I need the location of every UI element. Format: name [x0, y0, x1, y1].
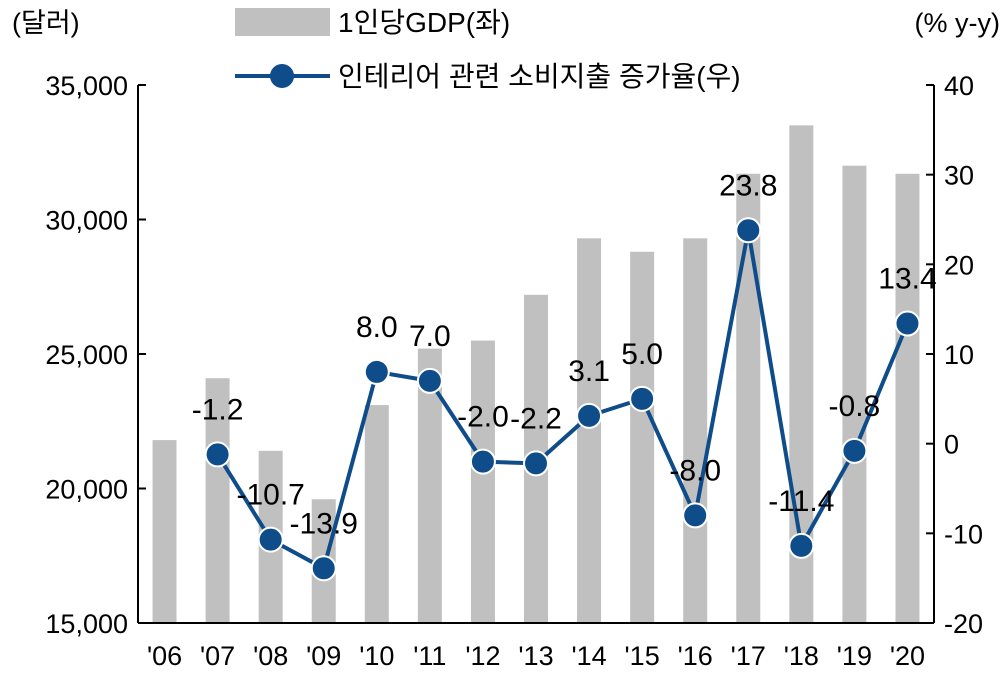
x-tick-label: '17 — [731, 641, 766, 671]
x-tick-label: '07 — [200, 641, 235, 671]
legend-line-label: 인테리어 관련 소비지출 증가율(우) — [338, 61, 741, 92]
point-3 — [310, 555, 337, 582]
data-label-1: -1.2 — [192, 393, 244, 426]
legend-bar-label: 1인당GDP(좌) — [338, 7, 510, 38]
data-label-9: 5.0 — [621, 338, 663, 371]
x-tick-label: '10 — [359, 641, 394, 671]
data-label-13: -0.8 — [829, 390, 881, 423]
bar-1 — [205, 378, 230, 623]
bar-11 — [736, 173, 761, 623]
right-tick-label: 10 — [944, 340, 974, 370]
point-1 — [204, 441, 231, 468]
left-axis-unit: (달러) — [12, 8, 80, 38]
data-label-7: -2.2 — [510, 402, 562, 435]
data-label-8: 3.1 — [568, 355, 610, 388]
right-tick-label: -20 — [944, 609, 983, 639]
x-tick-label: '13 — [518, 641, 553, 671]
x-tick-label: '19 — [837, 641, 872, 671]
right-tick-label: 40 — [944, 71, 974, 101]
right-tick-label: 30 — [944, 161, 974, 191]
right-tick-label: -10 — [944, 519, 983, 549]
right-tick-label: 20 — [944, 250, 974, 280]
x-tick-label: '20 — [890, 641, 925, 671]
data-label-2: -10.7 — [236, 479, 304, 512]
x-tick-label: '15 — [625, 641, 660, 671]
bar-14 — [895, 173, 920, 623]
left-tick-label: 20,000 — [45, 475, 128, 505]
data-label-12: -11.4 — [768, 485, 834, 518]
data-label-3: -13.9 — [290, 507, 358, 540]
bar-6 — [470, 340, 495, 623]
legend-line-marker — [270, 64, 294, 88]
axes: 15,000 20,000 25,000 30,000 35,000 -20 -10 0 10 2… — [12, 8, 1000, 671]
data-label-4: 8.0 — [356, 311, 398, 344]
bar-8 — [577, 238, 602, 623]
legend-bar-swatch — [235, 8, 330, 36]
x-tick-label: '09 — [306, 641, 341, 671]
bar-13 — [842, 165, 867, 623]
bar-0 — [152, 440, 177, 623]
data-label-10: -8.0 — [669, 454, 721, 487]
bar-10 — [683, 238, 708, 623]
point-7 — [523, 450, 549, 477]
point-4 — [363, 358, 390, 385]
right-tick-label: 0 — [944, 430, 959, 460]
line-series — [204, 217, 921, 582]
left-tick-label: 30,000 — [45, 206, 128, 236]
point-6 — [469, 448, 496, 475]
x-tick-label: '08 — [253, 641, 288, 671]
point-9 — [629, 385, 656, 412]
x-tick-label: '18 — [784, 641, 819, 671]
data-label-14: 13.4 — [878, 263, 936, 296]
point-10 — [682, 502, 709, 529]
point-11 — [735, 217, 762, 244]
data-label-5: 7.0 — [409, 320, 451, 353]
legend: 1인당GDP(좌) 인테리어 관련 소비지출 증가율(우) — [235, 7, 741, 92]
point-13 — [841, 437, 868, 464]
x-tick-label: '16 — [678, 641, 713, 671]
point-14 — [894, 310, 921, 337]
bar-4 — [364, 405, 389, 623]
data-label-11: 23.8 — [719, 169, 777, 202]
left-tick-label: 15,000 — [45, 609, 128, 639]
data-labels: -1.2 -10.7-13.9 8.0 7.0 -2.0 -2.23.1 5.0 -8.0 23… — [192, 169, 937, 540]
left-tick-label: 25,000 — [45, 340, 128, 370]
right-axis-unit: (% y-y) — [915, 8, 1000, 38]
point-12 — [788, 532, 815, 559]
point-5 — [416, 367, 443, 394]
x-tick-label: '06 — [147, 641, 182, 671]
point-2 — [257, 526, 284, 553]
bar-9 — [630, 251, 655, 623]
point-8 — [576, 402, 603, 429]
x-tick-label: '11 — [413, 641, 446, 671]
left-tick-label: 35,000 — [45, 71, 128, 101]
data-label-6: -2.0 — [457, 401, 509, 434]
series-line — [215, 228, 910, 571]
x-tick-label: '14 — [571, 641, 606, 671]
x-tick-label: '12 — [465, 641, 500, 671]
